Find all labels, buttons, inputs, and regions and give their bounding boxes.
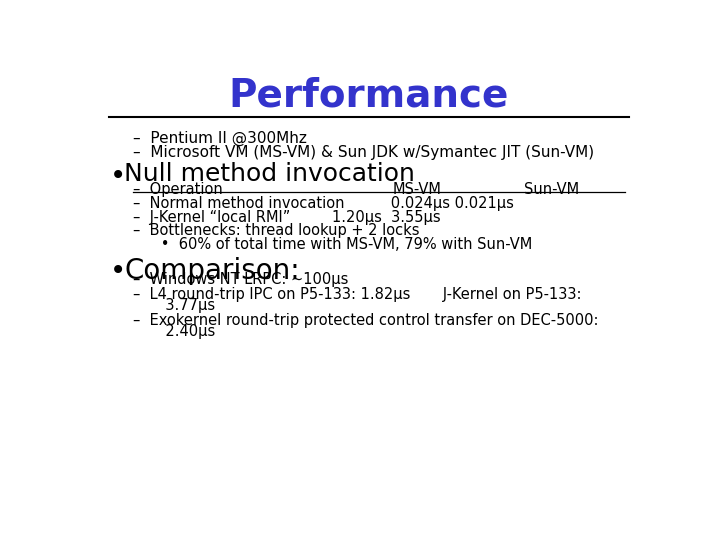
Text: –  L4 round-trip IPC on P5-133: 1.82μs       J-Kernel on P5-133:: – L4 round-trip IPC on P5-133: 1.82μs J-… [132,287,581,301]
Text: –  Pentium II @300Mhz: – Pentium II @300Mhz [132,131,307,146]
Text: –  Microsoft VM (MS-VM) & Sun JDK w/Symantec JIT (Sun-VM): – Microsoft VM (MS-VM) & Sun JDK w/Syman… [132,145,594,160]
Text: –  Windows NT LRPC: ~100μs: – Windows NT LRPC: ~100μs [132,272,348,287]
Text: Sun-VM: Sun-VM [524,182,579,197]
Text: –  J-Kernel “local RMI”         1.20μs  3.55μs: – J-Kernel “local RMI” 1.20μs 3.55μs [132,210,440,225]
Text: •: • [109,162,125,190]
Text: –  Bottlenecks: thread lookup + 2 locks: – Bottlenecks: thread lookup + 2 locks [132,224,419,239]
Text: –  Exokernel round-trip protected control transfer on DEC-5000:: – Exokernel round-trip protected control… [132,313,598,328]
Text: –  Operation: – Operation [132,182,222,197]
Text: •: • [109,257,125,285]
Text: MS-VM: MS-VM [392,182,441,197]
Text: Comparison:: Comparison: [124,257,300,285]
Text: 3.77μs: 3.77μs [132,298,215,313]
Text: 2.40μs: 2.40μs [132,325,215,339]
Text: Null method invocation: Null method invocation [124,162,415,186]
Text: Performance: Performance [229,77,509,114]
Text: •  60% of total time with MS-VM, 79% with Sun-VM: • 60% of total time with MS-VM, 79% with… [132,237,532,252]
Text: –  Normal method invocation          0.024μs 0.021μs: – Normal method invocation 0.024μs 0.021… [132,195,513,211]
